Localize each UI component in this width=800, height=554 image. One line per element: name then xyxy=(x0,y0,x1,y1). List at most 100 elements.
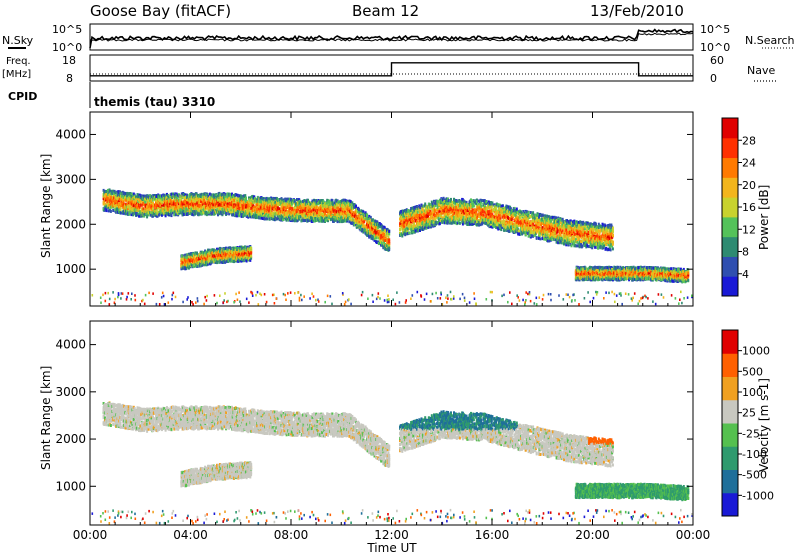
power-cell xyxy=(108,193,111,197)
power-cell xyxy=(138,207,140,211)
power-cell xyxy=(132,199,135,203)
power-cell xyxy=(225,212,228,216)
power-cell xyxy=(179,201,182,205)
power-cell xyxy=(109,189,112,193)
noise-tick-right-top: 10^5 xyxy=(700,23,730,36)
power-cell xyxy=(188,209,191,212)
power-cell xyxy=(408,231,411,235)
power-cell xyxy=(433,210,436,214)
power-cell xyxy=(244,194,247,198)
power-cell xyxy=(141,194,144,198)
noise-panel: N.Sky 10^5 10^0 10^5 10^0 N.Search xyxy=(2,23,795,54)
power-cell xyxy=(136,198,139,202)
power-cell xyxy=(126,203,129,207)
power-cell xyxy=(174,213,177,217)
power-cell xyxy=(123,207,126,211)
power-cell xyxy=(164,214,167,218)
power-cell xyxy=(124,204,126,208)
power-cell xyxy=(173,194,176,198)
station-title: Goose Bay (fitACF) xyxy=(90,2,231,20)
power-cell xyxy=(183,204,185,208)
power-cell xyxy=(166,195,168,199)
power-cell xyxy=(140,199,143,203)
freq-tick-top: 18 xyxy=(62,54,76,67)
power-cell xyxy=(143,194,146,198)
power-cell xyxy=(109,209,112,213)
power-cell xyxy=(152,203,155,207)
power-cell xyxy=(102,188,105,192)
power-cell xyxy=(328,199,331,203)
power-cell xyxy=(165,198,168,202)
power-cell xyxy=(117,193,120,196)
date-title: 13/Feb/2010 xyxy=(590,2,684,20)
power-cell xyxy=(149,207,152,211)
power-cell xyxy=(171,196,174,199)
power-cell xyxy=(128,212,131,216)
power-cell xyxy=(399,228,401,232)
power-cell xyxy=(152,201,154,205)
power-cell xyxy=(160,213,163,217)
power-cell xyxy=(133,208,136,212)
power-cell xyxy=(158,212,161,216)
power-cell xyxy=(189,202,192,206)
power-cell xyxy=(176,196,179,200)
nave-tick-top: 60 xyxy=(710,54,724,67)
power-cell xyxy=(145,207,148,210)
power-cell xyxy=(388,232,391,236)
nsearch-line xyxy=(89,32,694,42)
power-cell xyxy=(184,201,187,204)
noise-tick-left-top: 10^5 xyxy=(52,23,82,36)
power-cell xyxy=(116,207,119,211)
power-cell xyxy=(146,205,149,209)
power-cell xyxy=(166,194,169,197)
power-cell xyxy=(159,206,162,209)
power-cell xyxy=(183,196,186,200)
power-cell xyxy=(155,209,158,213)
nsky-label: N.Sky xyxy=(2,34,34,47)
power-cell xyxy=(363,220,366,224)
power-cell xyxy=(155,201,157,205)
power-cell xyxy=(388,238,391,242)
power-cell xyxy=(158,210,161,214)
power-cell xyxy=(141,209,144,213)
power-cell xyxy=(245,197,247,201)
power-cell xyxy=(138,214,141,218)
power-cell xyxy=(358,208,360,212)
power-cell xyxy=(182,195,185,199)
power-cell xyxy=(146,215,149,219)
power-cell xyxy=(144,198,147,202)
power-cell xyxy=(135,212,138,216)
power-cell xyxy=(438,222,441,226)
freq-tick-bottom: 8 xyxy=(66,72,73,85)
power-cell xyxy=(157,204,160,207)
power-cell xyxy=(163,193,166,197)
power-cell xyxy=(175,202,178,206)
power-cell xyxy=(185,208,188,212)
power-cell xyxy=(109,194,112,198)
power-cell xyxy=(107,188,109,192)
power-cell xyxy=(388,246,391,250)
power-cell xyxy=(142,207,145,211)
power-cell xyxy=(166,207,169,211)
power-cell xyxy=(151,211,154,215)
freq-panel: Freq. [MHz] 18 8 60 0 Nave xyxy=(2,54,778,85)
power-cell xyxy=(147,213,150,217)
power-cell xyxy=(472,204,475,208)
power-cell xyxy=(157,198,160,201)
power-cell xyxy=(131,199,134,203)
power-cell xyxy=(138,205,141,209)
power-cell xyxy=(458,221,461,225)
power-cell xyxy=(152,214,154,218)
power-cell xyxy=(132,206,135,210)
power-cell xyxy=(156,214,159,218)
power-cell xyxy=(138,198,140,202)
power-cell xyxy=(138,193,141,197)
power-cell xyxy=(142,212,145,216)
power-cell xyxy=(171,205,174,209)
freq-line xyxy=(90,62,693,77)
freq-label: Freq. xyxy=(6,56,31,67)
power-cell xyxy=(169,199,172,203)
power-cell xyxy=(135,201,137,204)
